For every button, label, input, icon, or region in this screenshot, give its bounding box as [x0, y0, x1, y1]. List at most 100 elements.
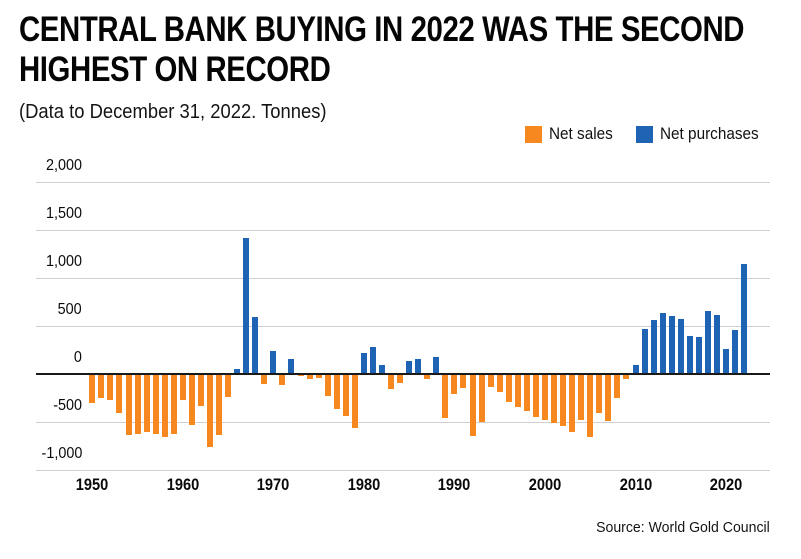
bar-1987	[424, 375, 431, 379]
y-axis-label--1000: -1,000	[41, 445, 82, 462]
bar-2016	[686, 336, 693, 373]
bar-2009	[623, 375, 630, 379]
gridline-1000	[36, 278, 770, 279]
bar-1976	[324, 375, 331, 396]
bar-1950	[89, 375, 96, 403]
x-axis-label-1950: 1950	[76, 475, 109, 494]
legend-item-net-sales: Net sales	[524, 124, 620, 144]
bar-1962	[197, 375, 204, 406]
bar-2014	[668, 316, 675, 373]
bar-1961	[188, 375, 195, 425]
bar-1988	[433, 357, 440, 373]
bar-1981	[369, 347, 376, 373]
chart-title-line1: CENTRAL BANK BUYING IN 2022 WAS THE SECO…	[19, 10, 745, 49]
bar-1974	[306, 375, 313, 379]
x-axis-label-1970: 1970	[257, 475, 290, 494]
bar-1953	[116, 375, 123, 413]
bar-1971	[279, 375, 286, 385]
bar-2021	[732, 330, 739, 373]
bar-1983	[388, 375, 395, 389]
bar-2012	[650, 320, 657, 373]
gridline--1000	[36, 470, 770, 471]
legend-item-net-purchases: Net purchases	[636, 124, 770, 144]
x-axis-label-2020: 2020	[709, 475, 743, 494]
bar-1985	[406, 361, 413, 373]
bar-1986	[415, 359, 422, 373]
bar-1963	[206, 375, 213, 447]
bar-1951	[98, 375, 105, 398]
bar-2022	[741, 264, 748, 373]
bar-2000	[541, 375, 548, 420]
y-axis-label-0: 0	[73, 349, 82, 366]
bar-1973	[297, 375, 304, 376]
bar-1966	[234, 369, 241, 373]
bar-1996	[505, 375, 512, 402]
x-axis-label-1960: 1960	[166, 475, 200, 494]
y-axis-label--500: -500	[53, 397, 82, 414]
bar-2003	[569, 375, 576, 432]
bar-1994	[487, 375, 494, 387]
chart-title-line2: HIGHEST ON RECORD	[19, 50, 331, 89]
bar-1991	[460, 375, 467, 388]
blue-square-icon	[636, 125, 654, 143]
bar-2002	[560, 375, 567, 426]
bar-1995	[496, 375, 503, 392]
bar-1967	[243, 238, 250, 373]
x-axis-label-2000: 2000	[528, 475, 562, 494]
bar-1975	[315, 375, 322, 378]
bar-2017	[695, 337, 702, 373]
bar-2015	[677, 319, 684, 373]
bar-2006	[596, 375, 603, 413]
bar-2004	[578, 375, 585, 420]
x-axis-label-2010: 2010	[619, 475, 652, 494]
bar-1969	[261, 375, 268, 384]
bar-1972	[288, 359, 295, 373]
bar-1984	[397, 375, 404, 383]
bar-1989	[442, 375, 449, 418]
bar-1999	[532, 375, 539, 417]
bar-1964	[216, 375, 223, 435]
legend-label-net-sales: Net sales	[548, 124, 613, 143]
chart-subtitle: (Data to December 31, 2022. Tonnes)	[19, 101, 327, 123]
bar-1956	[143, 375, 150, 432]
y-axis-label-1000: 1,000	[45, 253, 82, 270]
bar-1960	[179, 375, 186, 400]
bar-2007	[605, 375, 612, 421]
bar-2018	[704, 311, 711, 373]
bar-2005	[587, 375, 594, 437]
bar-1978	[342, 375, 349, 416]
bar-1979	[351, 375, 358, 428]
bar-2013	[659, 313, 666, 373]
x-axis-label-1980: 1980	[347, 475, 381, 494]
legend-label-net-purchases: Net purchases	[660, 124, 760, 143]
bar-2010	[632, 365, 639, 373]
bar-1982	[379, 365, 385, 373]
chart-legend: Net sales Net purchases	[524, 124, 771, 144]
gridline--500	[36, 422, 770, 423]
bar-1990	[451, 375, 458, 394]
gridline-500	[36, 326, 770, 327]
gridline-2000	[36, 182, 770, 183]
bar-2001	[551, 375, 558, 423]
bar-1954	[125, 375, 132, 435]
chart-title: CENTRAL BANK BUYING IN 2022 WAS THE SECO…	[19, 10, 801, 90]
y-axis-label-500: 500	[57, 301, 82, 318]
x-axis-label-1990: 1990	[438, 475, 471, 494]
bar-1992	[469, 375, 476, 436]
bar-1965	[225, 375, 232, 397]
bar-1952	[107, 375, 114, 400]
source-credit: Source: World Gold Council	[596, 519, 770, 536]
bar-1959	[170, 375, 177, 434]
bar-1998	[523, 375, 530, 411]
bar-2011	[641, 329, 648, 373]
bar-2008	[614, 375, 621, 398]
zero-axis-line	[36, 373, 770, 375]
bar-1958	[161, 375, 168, 437]
bar-1997	[514, 375, 521, 407]
y-axis-label-1500: 1,500	[45, 205, 82, 222]
bar-1993	[478, 375, 485, 422]
bar-2020	[723, 349, 730, 373]
gridline-1500	[36, 230, 770, 231]
